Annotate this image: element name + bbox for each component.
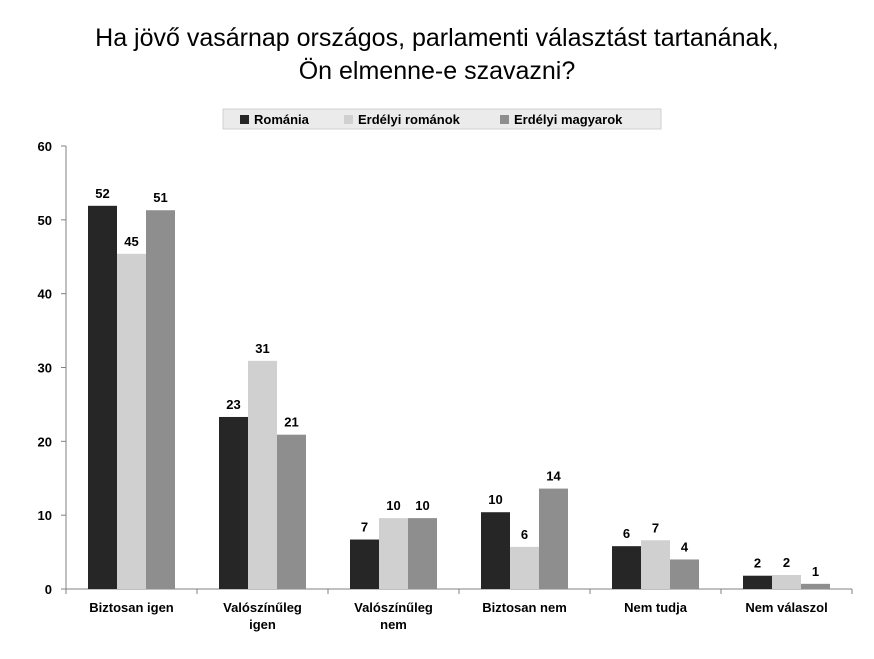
data-label: 10 bbox=[386, 498, 400, 513]
y-tick-label: 60 bbox=[38, 139, 52, 154]
data-label: 6 bbox=[623, 526, 630, 541]
bar bbox=[510, 546, 539, 589]
bar bbox=[801, 583, 830, 589]
legend-label: Erdélyi magyarok bbox=[514, 112, 623, 127]
y-tick-label: 50 bbox=[38, 213, 52, 228]
bar bbox=[219, 416, 248, 589]
legend-label: Erdélyi románok bbox=[358, 112, 461, 127]
y-tick-label: 0 bbox=[45, 582, 52, 597]
bar bbox=[612, 546, 641, 589]
chart-title: Ha jövő vasárnap országos, parlamenti vá… bbox=[0, 22, 874, 88]
bar bbox=[743, 575, 772, 589]
x-tick-label: Nem válaszol bbox=[745, 600, 827, 615]
data-label: 6 bbox=[521, 527, 528, 542]
y-tick-label: 10 bbox=[38, 508, 52, 523]
chart-title-line-1: Ha jövő vasárnap országos, parlamenti vá… bbox=[95, 24, 779, 52]
legend-swatch bbox=[500, 115, 509, 124]
x-tick-label: Valószínűleg nem bbox=[354, 600, 433, 632]
bar bbox=[117, 253, 146, 589]
legend-swatch bbox=[240, 115, 249, 124]
data-label: 23 bbox=[226, 397, 240, 412]
data-label: 31 bbox=[255, 341, 269, 356]
data-label: 2 bbox=[783, 555, 790, 570]
bar bbox=[88, 205, 117, 589]
data-label: 4 bbox=[681, 539, 689, 554]
data-label: 21 bbox=[284, 415, 298, 430]
chart-title-line-2: Ön elmenne-e szavazni? bbox=[298, 57, 576, 85]
bar bbox=[408, 518, 437, 589]
data-label: 51 bbox=[153, 190, 167, 205]
data-label: 7 bbox=[652, 520, 659, 535]
bar bbox=[350, 539, 379, 589]
data-label: 45 bbox=[124, 234, 138, 249]
legend-swatch bbox=[344, 115, 353, 124]
data-label: 10 bbox=[415, 498, 429, 513]
x-tick-label: Biztosan igen bbox=[89, 600, 174, 615]
x-tick-label: Biztosan nem bbox=[482, 600, 567, 615]
bar bbox=[379, 518, 408, 589]
legend-box bbox=[222, 108, 662, 130]
y-tick-label: 20 bbox=[38, 434, 52, 449]
bar bbox=[481, 512, 510, 589]
legend-label: Románia bbox=[254, 112, 310, 127]
bar bbox=[146, 210, 175, 590]
x-tick-label: Valószínűleg igen bbox=[223, 600, 302, 632]
y-tick-label: 30 bbox=[38, 361, 52, 376]
data-label: 14 bbox=[546, 469, 561, 484]
data-label: 52 bbox=[95, 186, 109, 201]
data-label: 2 bbox=[754, 556, 761, 571]
y-tick-label: 40 bbox=[38, 287, 52, 302]
data-label: 10 bbox=[488, 492, 502, 507]
bar bbox=[772, 574, 801, 589]
bar bbox=[670, 559, 699, 589]
bar bbox=[641, 540, 670, 589]
bar bbox=[248, 360, 277, 589]
x-tick-label: Nem tudja bbox=[624, 600, 688, 615]
data-label: 1 bbox=[812, 564, 819, 579]
data-label: 7 bbox=[361, 520, 368, 535]
bar bbox=[277, 434, 306, 589]
bar bbox=[539, 488, 568, 589]
